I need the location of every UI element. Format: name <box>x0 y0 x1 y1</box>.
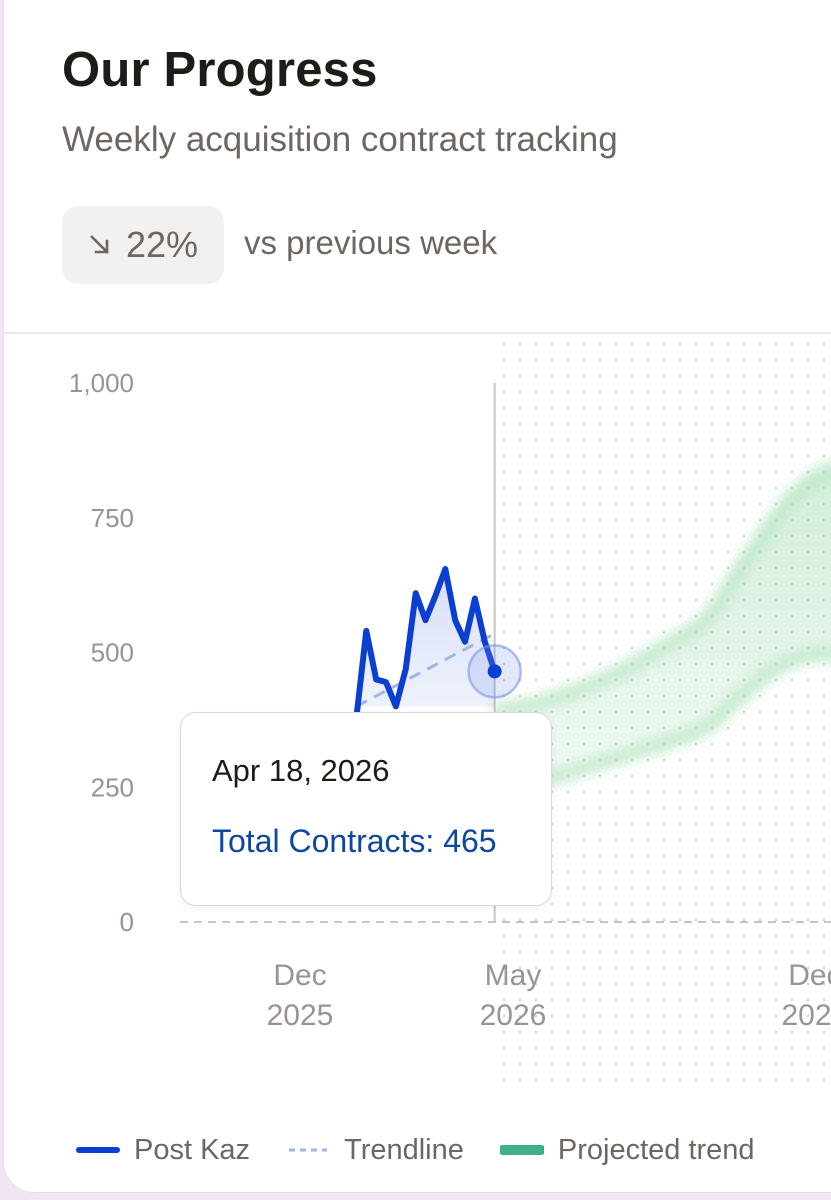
series-layer <box>353 383 831 922</box>
projected-upper <box>493 462 831 717</box>
y-tick-label: 500 <box>91 638 134 668</box>
change-value: 22% <box>125 224 199 265</box>
post-kaz-area <box>356 569 495 718</box>
x-tick-label: 2025 <box>267 999 334 1032</box>
legend-label: Trendline <box>344 1133 464 1166</box>
x-tick-label: Dec <box>788 959 831 992</box>
x-tick-label: Dec <box>273 959 326 992</box>
legend-label: Post Kaz <box>134 1133 251 1166</box>
arrow-down-right-icon <box>90 235 109 254</box>
legend-swatch <box>76 1147 120 1153</box>
legend-label: Projected trend <box>557 1133 755 1166</box>
chart[interactable]: 0 250 500 750 1,000 Dec 2025 May 2026 Dec 2026 <box>4 0 831 1170</box>
divider <box>4 332 831 334</box>
legend-item[interactable]: Projected trend <box>499 1133 755 1167</box>
change-label: vs previous week <box>244 224 498 261</box>
progress-card: Our Progress Weekly acquisition contract… <box>4 0 831 1192</box>
projected-lower <box>493 648 831 797</box>
y-tick-label: 1,000 <box>69 368 134 398</box>
y-axis: 0 250 500 750 1,000 <box>69 368 831 937</box>
x-axis: Dec 2025 May 2026 Dec 2026 <box>267 959 831 1032</box>
y-tick-label: 250 <box>91 772 134 802</box>
legend-swatch <box>289 1148 328 1152</box>
x-tick-label: May <box>485 959 542 992</box>
change-badge: 22% <box>62 206 224 284</box>
chart-legend: Post Kaz Trendline Projected trend <box>76 1130 791 1170</box>
tooltip-date: Apr 18, 2026 <box>212 753 390 788</box>
highlight-point <box>487 664 502 679</box>
trendline <box>355 632 496 708</box>
y-tick-label: 750 <box>91 503 134 533</box>
page-subtitle: Weekly acquisition contract tracking <box>62 120 618 159</box>
chart-tooltip: Apr 18, 2026 Total Contracts: 465 <box>180 712 552 906</box>
tooltip-value: Total Contracts: 465 <box>212 823 497 859</box>
legend-item[interactable]: Trendline <box>286 1134 464 1167</box>
legend-swatch <box>499 1145 544 1155</box>
legend-item[interactable]: Post Kaz <box>76 1134 250 1167</box>
post-kaz-line <box>353 566 498 721</box>
x-tick-label: 2026 <box>781 999 831 1032</box>
y-tick-label: 0 <box>120 907 134 937</box>
x-tick-label: 2026 <box>480 999 547 1032</box>
page-title: Our Progress <box>62 43 378 97</box>
projected-band <box>494 469 831 790</box>
